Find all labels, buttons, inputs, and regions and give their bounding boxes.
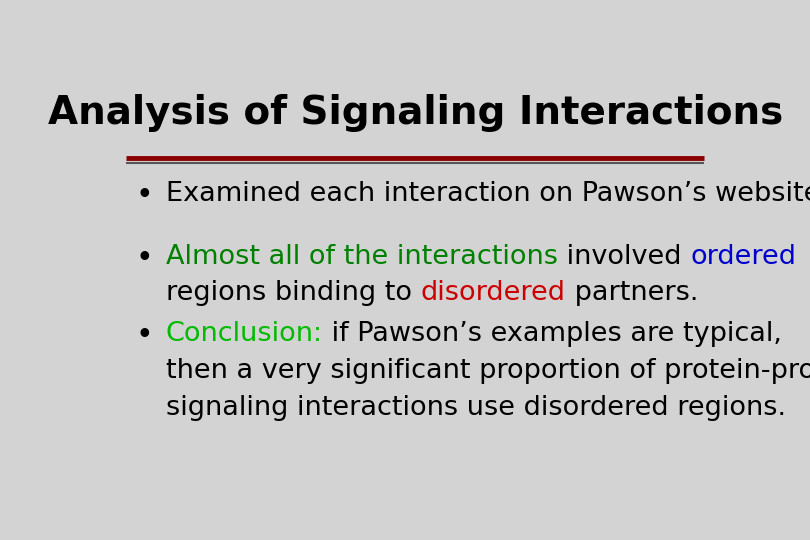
Text: •: • xyxy=(136,244,153,273)
Text: Almost all of the interactions: Almost all of the interactions xyxy=(166,244,558,269)
Text: disordered: disordered xyxy=(420,280,565,306)
Text: if Pawson’s examples are typical,: if Pawson’s examples are typical, xyxy=(323,321,782,347)
Text: Conclusion:: Conclusion: xyxy=(166,321,323,347)
Text: ordered: ordered xyxy=(690,244,796,269)
Text: regions binding to: regions binding to xyxy=(166,280,420,306)
Text: •: • xyxy=(136,321,153,349)
Text: •: • xyxy=(136,181,153,210)
Text: involved: involved xyxy=(558,244,690,269)
Text: then a very significant proportion of protein-protein: then a very significant proportion of pr… xyxy=(166,358,810,384)
Text: partners.: partners. xyxy=(565,280,698,306)
Text: Analysis of Signaling Interactions: Analysis of Signaling Interactions xyxy=(48,94,782,132)
Text: signaling interactions use disordered regions.: signaling interactions use disordered re… xyxy=(166,395,786,421)
Text: Examined each interaction on Pawson’s website.: Examined each interaction on Pawson’s we… xyxy=(166,181,810,207)
